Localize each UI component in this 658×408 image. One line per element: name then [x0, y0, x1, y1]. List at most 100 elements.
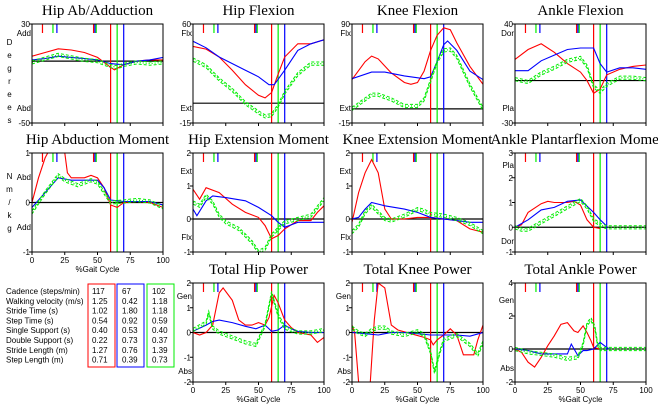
- series-line-green-upper: [193, 291, 324, 344]
- x-tick-label: 0: [350, 386, 355, 395]
- y-bottom-word: Flx: [340, 233, 351, 242]
- x-axis-label: %Gait Cycle: [395, 395, 440, 404]
- series-group: [32, 48, 163, 71]
- stat-label: Walking velocity (m/s): [6, 297, 84, 306]
- y-tick-label: 2: [187, 279, 192, 288]
- chart-title: Hip Ab/Adduction: [42, 3, 154, 19]
- stat-value-green: 102: [152, 287, 166, 296]
- x-axis-label: %Gait Cycle: [558, 395, 603, 404]
- chart-title: Hip Flexion: [222, 3, 295, 19]
- stat-label: Stride Time (s): [6, 307, 58, 316]
- y-tick-label: 2: [346, 149, 351, 158]
- series-line-red: [352, 27, 483, 85]
- y-bottom-word: Add: [17, 223, 31, 232]
- y-top-word: Ext: [339, 167, 351, 176]
- stat-value-green: 1.18: [152, 297, 168, 306]
- series-line-green-mean: [515, 199, 646, 231]
- plot-frame: [31, 23, 164, 124]
- series-line-blue: [515, 199, 608, 228]
- stat-value-red: 0.71: [92, 356, 108, 365]
- y-tick-label: 2: [509, 312, 514, 321]
- stat-value-blue: 0.39: [122, 356, 138, 365]
- y-tick-label: 1: [187, 304, 192, 313]
- series-line-green-upper: [352, 325, 483, 371]
- y-bottom-word: Abs: [500, 364, 514, 373]
- x-tick-label: 75: [287, 386, 296, 395]
- chart-title: Ankle Flexion: [537, 3, 624, 19]
- y-tick-label: -30: [501, 119, 513, 128]
- series-group: [352, 27, 483, 111]
- series-group: [515, 43, 646, 95]
- y-tick-label: 1: [26, 149, 31, 158]
- chart-hip-flexion: Hip Flexion 60 -15 Flx Ext: [179, 3, 325, 128]
- y-tick-label: -1: [184, 248, 192, 257]
- series-line-green-upper: [515, 197, 646, 229]
- side-label-nm-per-kg: Nm/kg: [5, 172, 14, 237]
- y-top-word: Gen: [336, 292, 351, 301]
- y-top-word: Flx: [181, 29, 192, 38]
- x-tick-label: 0: [191, 386, 196, 395]
- x-tick-label: 100: [156, 256, 170, 265]
- y-bottom-word: Ext: [339, 104, 351, 113]
- stat-value-red: 117: [92, 287, 105, 296]
- y-tick-label: 0: [187, 329, 192, 338]
- x-axis-label: %Gait Cycle: [75, 265, 120, 274]
- series-line-green-mean: [193, 292, 324, 346]
- series-line-green-mean: [352, 204, 483, 233]
- column-box-blue: [116, 283, 145, 368]
- series-line-green-lower: [32, 176, 163, 215]
- series-line-red: [32, 153, 163, 209]
- y-bottom-word: Abd: [17, 104, 31, 113]
- chart-title: Total Knee Power: [363, 262, 471, 278]
- y-tick-label: -15: [338, 119, 350, 128]
- chart-title: Knee Flexion: [377, 3, 459, 19]
- x-tick-label: 100: [476, 386, 490, 395]
- stat-value-green: 1.39: [152, 346, 168, 355]
- side-label-degrees: Degrees: [5, 38, 14, 129]
- x-tick-label: 25: [380, 386, 389, 395]
- stat-value-green: 0.73: [152, 356, 168, 365]
- series-line-green-mean: [515, 318, 646, 360]
- series-line-green-upper: [32, 173, 163, 212]
- stat-value-blue: 0.53: [122, 326, 138, 335]
- series-line-green-lower: [352, 328, 483, 374]
- x-tick-label: 100: [317, 386, 331, 395]
- chart-total-knee-power: Total Knee Power 2 1 0 -1 -2 Gen Abs 0 25 50 75 100%…: [336, 262, 490, 404]
- y-tick-label: -2: [506, 378, 514, 387]
- plot-frame: [514, 152, 647, 253]
- y-tick-label: 1: [346, 304, 351, 313]
- y-tick-label: -1: [506, 248, 514, 257]
- chart-title: Hip Extension Moment: [188, 132, 330, 148]
- chart-title: Knee Extension Moment: [343, 132, 494, 148]
- x-tick-label: 0: [513, 386, 518, 395]
- x-tick-label: 0: [30, 256, 35, 265]
- series-line-green-lower: [193, 196, 324, 252]
- series-line-blue: [193, 195, 324, 228]
- series-line-green-lower: [515, 200, 646, 232]
- y-tick-label: 2: [346, 279, 351, 288]
- y-tick-label: 4: [509, 279, 514, 288]
- y-tick-label: 0: [346, 329, 351, 338]
- stat-label: Step Length (m): [6, 356, 64, 365]
- series-group: [193, 286, 324, 348]
- series-group: [515, 197, 646, 232]
- y-bottom-word: Abs: [337, 367, 351, 376]
- y-top-word: Pla: [502, 161, 514, 170]
- plot-frame: [514, 23, 647, 124]
- plot-frame: [192, 152, 325, 253]
- y-bottom-word: Flx: [181, 233, 192, 242]
- stat-value-blue: 0.42: [122, 297, 138, 306]
- series-group: [32, 153, 163, 215]
- chart-title: Hip Abduction Moment: [26, 132, 170, 148]
- series-line-green-mean: [32, 54, 163, 68]
- x-tick-label: 50: [413, 386, 422, 395]
- series-line-green-mean: [515, 57, 646, 93]
- series-line-green-upper: [515, 55, 646, 91]
- chart-knee-flexion: Knee Flexion 90 -15 Flx Ext: [338, 3, 484, 128]
- x-tick-label: 75: [609, 386, 618, 395]
- y-tick-label: 60: [182, 20, 191, 29]
- series-line-red: [193, 187, 324, 240]
